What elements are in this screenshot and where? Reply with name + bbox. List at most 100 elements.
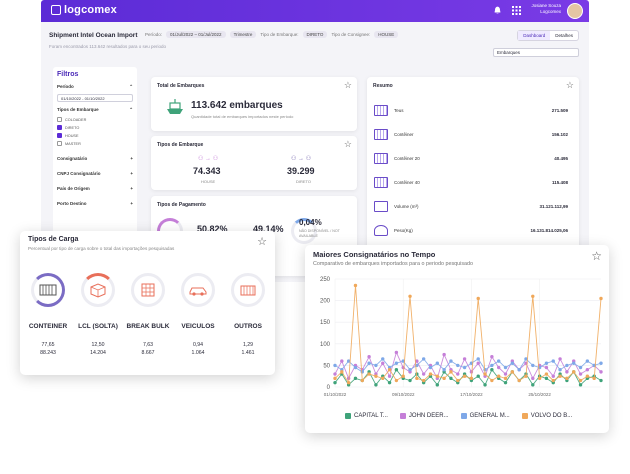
data-point[interactable] [353,376,358,381]
data-point[interactable] [346,359,351,363]
data-point[interactable] [578,378,583,383]
period-chip[interactable]: 01/Jul/2022 – 01/Jul/2022 [166,31,226,38]
data-point[interactable] [421,357,426,361]
data-point[interactable] [572,361,576,365]
data-point[interactable] [367,372,371,376]
data-point[interactable] [353,365,358,370]
checkbox-coloader[interactable]: COLOADER [57,117,133,122]
legend-item[interactable]: GENERAL M... [460,413,510,419]
data-point[interactable] [517,368,521,372]
data-point[interactable] [435,374,440,378]
data-point[interactable] [408,378,412,383]
legend-item[interactable]: CAPITAL T... [345,413,388,419]
data-point[interactable] [578,383,583,387]
data-point[interactable] [387,380,392,385]
sort-select[interactable]: Embarques [493,48,579,57]
data-point[interactable] [435,361,440,365]
data-point[interactable] [367,361,371,365]
data-point[interactable] [456,363,460,368]
data-point[interactable] [421,378,426,383]
data-point[interactable] [490,363,494,368]
data-point[interactable] [544,361,549,365]
data-point[interactable] [592,376,596,381]
data-point[interactable] [599,361,603,365]
data-point[interactable] [558,374,562,378]
data-point[interactable] [524,357,528,361]
data-point[interactable] [449,359,453,363]
data-point[interactable] [565,376,569,381]
dashboard-view-button[interactable]: Dashboard [518,31,551,40]
data-point[interactable] [531,376,535,381]
data-point[interactable] [483,383,487,387]
data-point[interactable] [333,380,337,385]
checkbox-master[interactable]: MASTER [57,141,133,146]
avatar[interactable] [567,3,583,19]
data-point[interactable] [374,383,378,387]
data-point[interactable] [435,383,440,387]
data-point[interactable] [476,296,480,301]
data-point[interactable] [572,370,576,374]
data-point[interactable] [544,372,549,376]
data-point[interactable] [449,370,453,374]
data-point[interactable] [578,372,583,376]
data-point[interactable] [565,370,569,374]
series-line-3[interactable] [334,285,602,385]
data-point[interactable] [456,372,460,376]
data-point[interactable] [387,368,392,372]
data-point[interactable] [585,359,590,363]
data-point[interactable] [442,376,446,381]
data-point[interactable] [503,365,508,370]
data-point[interactable] [408,294,412,298]
data-point[interactable] [346,380,351,385]
data-point[interactable] [476,357,480,361]
data-point[interactable] [333,376,337,381]
data-point[interactable] [483,372,487,376]
filter-section-origin[interactable]: País de Origem + [57,186,133,191]
data-point[interactable] [408,368,412,372]
data-point[interactable] [462,365,467,370]
data-point[interactable] [531,294,535,298]
data-point[interactable] [360,378,364,383]
data-point[interactable] [415,359,419,363]
data-point[interactable] [428,365,433,370]
data-point[interactable] [544,376,549,381]
data-point[interactable] [544,365,549,370]
consignee-chip[interactable]: HOUSE [374,31,399,38]
data-point[interactable] [599,370,603,374]
data-point[interactable] [578,365,583,370]
data-point[interactable] [333,372,337,376]
data-point[interactable] [585,368,590,372]
checkbox-direto[interactable]: DIRETO [57,125,133,130]
user-info[interactable]: Josiane Souza Logcomex [531,3,561,15]
data-point[interactable] [551,378,555,383]
data-point[interactable] [476,361,480,365]
data-point[interactable] [374,374,378,378]
series-line-2[interactable] [334,358,602,373]
data-point[interactable] [374,363,378,368]
data-point[interactable] [476,374,480,378]
data-point[interactable] [565,363,569,368]
data-point[interactable] [558,368,562,372]
legend-item[interactable]: VOLVO DO B... [521,413,572,419]
data-point[interactable] [456,378,460,383]
data-point[interactable] [449,376,453,381]
apps-grid-icon[interactable] [512,6,521,15]
data-point[interactable] [490,355,494,359]
star-icon[interactable]: ☆ [565,80,574,90]
data-point[interactable] [517,378,521,383]
data-point[interactable] [496,374,501,378]
data-point[interactable] [394,378,399,383]
data-point[interactable] [442,352,446,357]
period-suffix-chip[interactable]: Trimestre [229,31,257,38]
star-icon[interactable]: ☆ [257,236,267,248]
details-view-button[interactable]: Detalhes [555,33,573,38]
data-point[interactable] [531,363,535,368]
data-point[interactable] [551,374,555,378]
data-point[interactable] [421,372,426,376]
data-point[interactable] [462,374,467,378]
checkbox-house[interactable]: HOUSE [57,133,133,138]
bell-icon[interactable] [493,6,502,15]
data-point[interactable] [387,374,392,378]
star-icon[interactable]: ☆ [591,249,602,263]
data-point[interactable] [367,355,371,359]
